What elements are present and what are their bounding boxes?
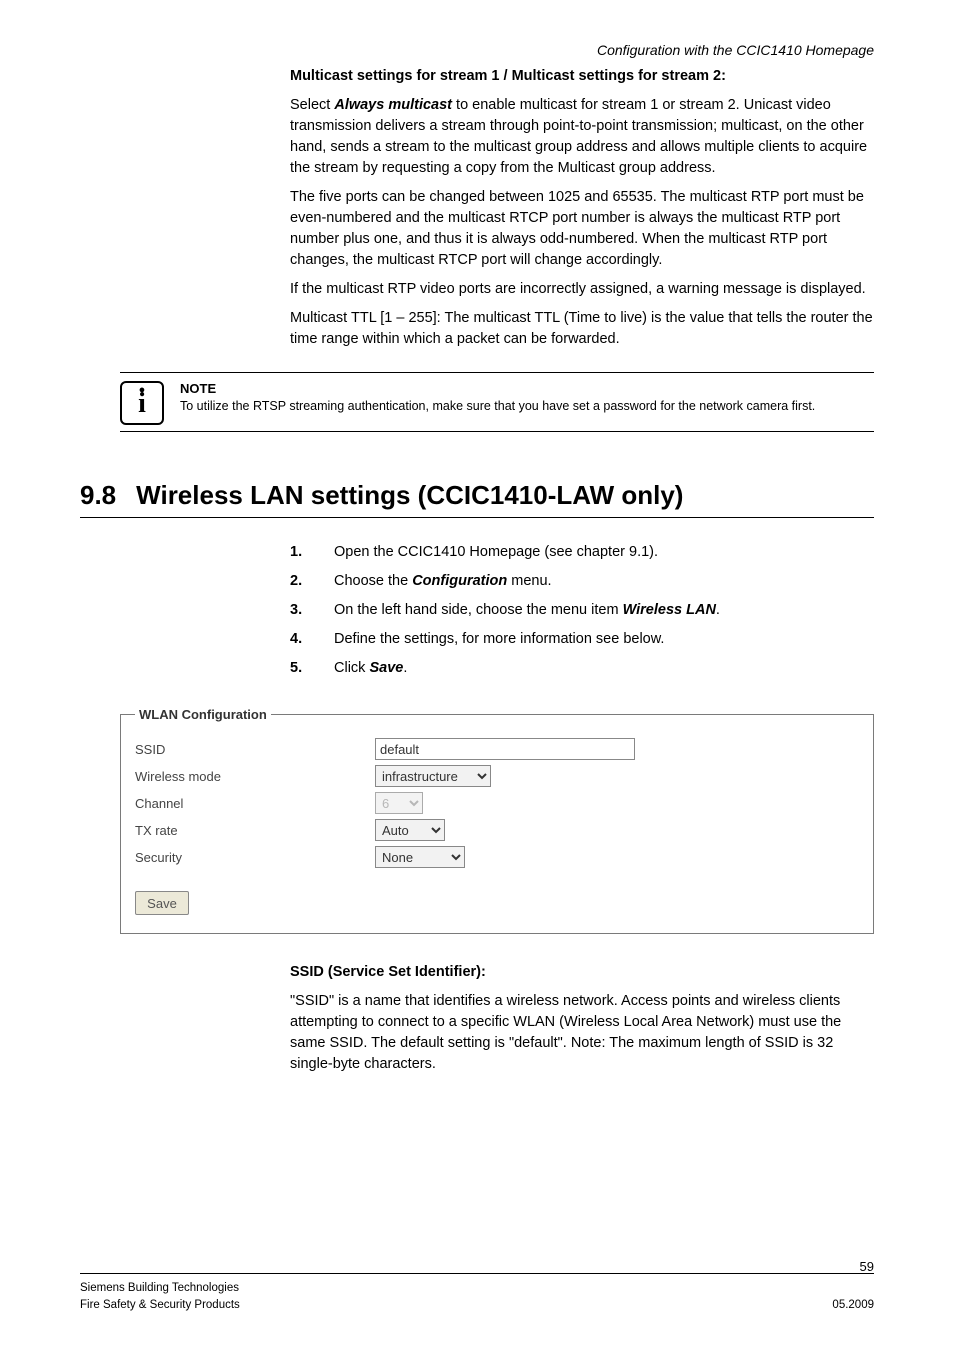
section-title: Wireless LAN settings (CCIC1410-LAW only… <box>136 480 683 511</box>
s5-post: . <box>403 660 407 676</box>
s5-bold: Save <box>369 660 403 676</box>
step-text-3: On the left hand side, choose the menu i… <box>334 600 720 621</box>
chapter-reference: Configuration with the CCIC1410 Homepage <box>0 0 954 58</box>
step-text-1: Open the CCIC1410 Homepage (see chapter … <box>334 542 658 563</box>
label-channel: Channel <box>135 796 375 811</box>
multicast-heading: Multicast settings for stream 1 / Multic… <box>290 66 874 87</box>
ssid-input[interactable] <box>375 738 635 760</box>
wlan-legend: WLAN Configuration <box>135 707 271 722</box>
multicast-p1: Select Always multicast to enable multic… <box>290 95 874 179</box>
step-text-2: Choose the Configuration menu. <box>334 571 552 592</box>
channel-select[interactable]: 6 <box>375 792 423 814</box>
label-mode: Wireless mode <box>135 769 375 784</box>
note-label: NOTE <box>180 381 874 396</box>
info-icon: ● i <box>120 381 164 425</box>
footer-left-2: Fire Safety & Security Products <box>80 1297 240 1314</box>
note-text: To utilize the RTSP streaming authentica… <box>180 398 874 415</box>
label-tx: TX rate <box>135 823 375 838</box>
multicast-p4: Multicast TTL [1 – 255]: The multicast T… <box>290 308 874 350</box>
s3-bold: Wireless LAN <box>623 602 716 618</box>
section-rule <box>80 517 874 518</box>
multicast-p3: If the multicast RTP video ports are inc… <box>290 279 874 300</box>
step-text-4: Define the settings, for more informatio… <box>334 629 664 650</box>
s2-post: menu. <box>507 573 551 589</box>
label-security: Security <box>135 850 375 865</box>
step-text-5: Click Save. <box>334 658 407 679</box>
section-number: 9.8 <box>80 480 116 511</box>
save-button[interactable]: Save <box>135 891 189 915</box>
s2-pre: Choose the <box>334 573 412 589</box>
s5-pre: Click <box>334 660 369 676</box>
step-num-2: 2. <box>290 571 312 592</box>
footer-rule <box>80 1273 874 1274</box>
s3-post: . <box>716 602 720 618</box>
note-block: ● i NOTE To utilize the RTSP streaming a… <box>120 372 874 432</box>
s3-pre: On the left hand side, choose the menu i… <box>334 602 623 618</box>
label-ssid: SSID <box>135 742 375 757</box>
p1-bold: Always multicast <box>334 97 452 113</box>
p1-prefix: Select <box>290 97 334 113</box>
multicast-p2: The five ports can be changed between 10… <box>290 187 874 271</box>
step-num-1: 1. <box>290 542 312 563</box>
s2-bold: Configuration <box>412 573 507 589</box>
footer-left-1: Siemens Building Technologies <box>80 1280 239 1297</box>
step-num-5: 5. <box>290 658 312 679</box>
step-num-4: 4. <box>290 629 312 650</box>
wlan-config-fieldset: WLAN Configuration SSID Wireless mode in… <box>120 707 874 934</box>
step-num-3: 3. <box>290 600 312 621</box>
security-select[interactable]: None <box>375 846 465 868</box>
footer-right-2: 05.2009 <box>832 1297 874 1314</box>
note-rule-bottom <box>120 431 874 432</box>
wireless-mode-select[interactable]: infrastructure <box>375 765 491 787</box>
ssid-text: "SSID" is a name that identifies a wirel… <box>290 991 874 1075</box>
ssid-heading: SSID (Service Set Identifier): <box>290 962 874 983</box>
txrate-select[interactable]: Auto <box>375 819 445 841</box>
